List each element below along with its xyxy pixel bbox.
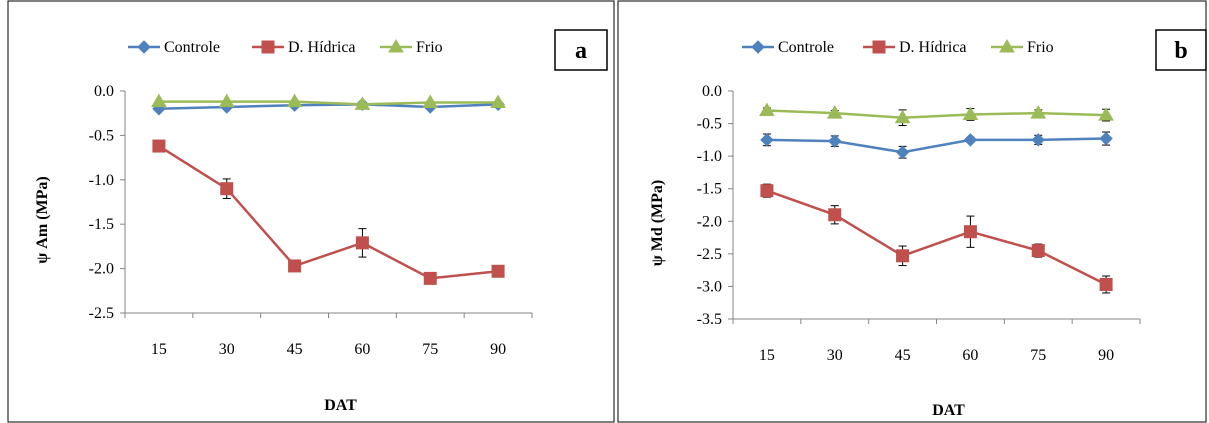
legend-entry: Frio	[380, 39, 443, 56]
data-point	[962, 106, 979, 120]
chart-panel-a: 0.0 -0.5 -1.0 -1.5 -2.0 -2.5 15 30 45 60 75 90 DAT ψ …	[34, 29, 608, 414]
series-frio	[759, 102, 1114, 127]
legend-marker	[137, 40, 151, 54]
series-d-h-drica	[760, 183, 1113, 294]
data-point	[288, 259, 302, 273]
legend-entry: Controle	[128, 39, 220, 56]
x-tick-label: 75	[422, 341, 438, 358]
data-point	[1099, 131, 1113, 146]
y-tick-label: -0.5	[89, 127, 114, 144]
y-axis-title: ψ Am (MPa)	[34, 176, 51, 263]
x-tick-label: 90	[1098, 347, 1114, 364]
data-point	[491, 264, 505, 278]
chart-panel-b: 0.0 -0.5 -1.0 -1.5 -2.0 -2.5 -3.0 -3.5 15 30 45 60 7…	[649, 29, 1207, 419]
data-point	[826, 105, 843, 119]
data-point	[828, 208, 842, 222]
data-point	[220, 182, 234, 196]
data-point	[894, 109, 911, 124]
data-point	[760, 133, 774, 147]
series-line	[158, 100, 499, 106]
y-tick-label: -0.5	[697, 116, 722, 133]
data-point	[1030, 105, 1047, 119]
data-point	[963, 133, 978, 147]
data-point	[422, 94, 439, 109]
x-tick-label: 15	[151, 341, 167, 358]
y-tick-label: -1.5	[697, 181, 722, 198]
data-point	[218, 93, 235, 108]
legend-entry: D. Hídrica	[863, 39, 967, 56]
data-point	[1098, 107, 1114, 121]
y-tick-label: -3.5	[697, 311, 722, 328]
x-tick-label: 45	[895, 347, 911, 364]
legend-label: Frio	[416, 39, 443, 56]
panel-letter: a	[575, 38, 587, 64]
series-line	[766, 109, 1107, 119]
y-tick-label: -2.0	[89, 261, 114, 278]
legend-entry: Frio	[991, 39, 1054, 56]
y-tick-label: -1.0	[89, 172, 114, 189]
panel-letter-box	[1155, 29, 1207, 71]
legend-marker	[999, 39, 1015, 53]
legend-entry: D. Hídrica	[252, 39, 356, 56]
legend-label: D. Hídrica	[899, 39, 967, 56]
x-tick-label: 60	[962, 347, 978, 364]
data-point	[423, 271, 437, 285]
x-tick-label: 90	[490, 341, 506, 358]
panel-frame-b	[617, 0, 1207, 423]
x-tick-label: 60	[354, 341, 370, 358]
data-point	[895, 145, 910, 159]
data-point	[759, 102, 775, 117]
y-tick-label: -1.0	[697, 148, 722, 165]
legend-entry: Controle	[742, 39, 834, 56]
legend-marker	[751, 40, 765, 54]
data-point	[152, 139, 166, 153]
data-point	[1031, 244, 1045, 258]
legend-label: Controle	[164, 39, 220, 56]
y-tick-label: -3.0	[697, 278, 722, 295]
data-point	[151, 93, 167, 108]
legend-label: Frio	[1027, 39, 1054, 56]
data-point	[828, 134, 842, 148]
data-point	[963, 225, 977, 239]
y-tick-label: -1.5	[89, 216, 114, 233]
data-point	[286, 93, 303, 108]
y-tick-label: -2.5	[89, 305, 114, 322]
panel-frame-a	[7, 0, 615, 423]
y-axis-title: ψ Md (MPa)	[649, 180, 666, 267]
data-point	[1099, 277, 1113, 291]
y-tick-label: -2.5	[697, 246, 722, 263]
x-tick-label: 30	[827, 347, 843, 364]
y-tick-label: -2.0	[697, 213, 722, 230]
legend-marker	[872, 40, 886, 54]
x-tick-label: 75	[1030, 347, 1046, 364]
x-tick-label: 15	[759, 347, 775, 364]
series-d-h-drica	[152, 139, 505, 285]
data-point	[355, 236, 369, 250]
data-point	[760, 184, 774, 198]
series-controle	[760, 131, 1113, 159]
x-tick-label: 45	[287, 341, 303, 358]
legend-label: D. Hídrica	[288, 39, 356, 56]
panel-letter: b	[1174, 38, 1187, 64]
legend-marker	[261, 40, 275, 54]
x-tick-label: 30	[219, 341, 235, 358]
y-tick-label: 0.0	[94, 83, 114, 100]
legend-marker	[388, 39, 404, 53]
x-axis-title: DAT	[324, 397, 357, 414]
legend-label: Controle	[778, 39, 834, 56]
series-line	[766, 137, 1107, 154]
y-tick-label: 0.0	[702, 83, 722, 100]
panel-letter-box	[554, 29, 608, 71]
data-point	[896, 249, 910, 263]
series-line	[766, 189, 1107, 286]
series-line	[158, 103, 499, 111]
data-point	[1031, 133, 1045, 147]
data-point	[354, 96, 371, 110]
x-axis-title: DAT	[932, 402, 965, 419]
series-frio	[151, 93, 506, 110]
data-point	[490, 94, 506, 109]
series-line	[158, 144, 499, 280]
